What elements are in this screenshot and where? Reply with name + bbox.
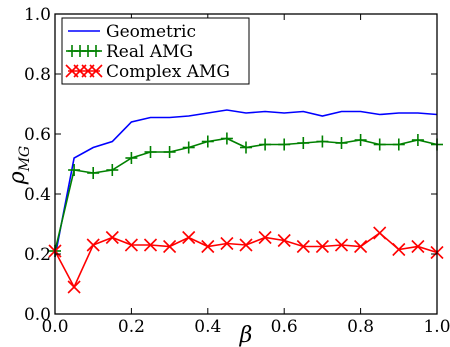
series-1-point — [106, 164, 119, 176]
series-1-point — [220, 132, 233, 145]
legend-label: Geometric — [106, 22, 196, 42]
legend-swatch-marker — [90, 45, 102, 57]
x-tick-label: 0.0 — [41, 317, 68, 337]
series-1-point — [182, 141, 195, 154]
series-2-point — [373, 226, 387, 240]
y-axis-label-main: ρ — [5, 171, 30, 185]
svg-text:ρMG: ρMG — [5, 146, 33, 185]
series-2-point — [258, 230, 272, 245]
y-axis-label-sub: MG — [17, 146, 33, 173]
legend-swatch-marker — [89, 64, 103, 78]
series-2-point — [296, 239, 310, 254]
ticks-layer: 0.0 0.2 0.4 0.6 0.8 1.0 0.0 0.2 0.4 0.6 0.8 1.0 — [24, 5, 450, 337]
y-tick-label: 0.4 — [24, 185, 51, 205]
y-axis-label: ρMG — [5, 146, 33, 185]
x-tick-label: 0.4 — [194, 317, 221, 337]
x-tick-label: 1.0 — [423, 317, 450, 337]
series-1-point — [373, 138, 386, 151]
x-axis-label: β — [239, 323, 253, 347]
series-2-point — [239, 238, 253, 252]
series-1-point — [68, 164, 81, 176]
series-2-point — [411, 239, 425, 254]
series-1-point — [125, 152, 138, 164]
series-line-0 — [54, 109, 438, 258]
series-1-point — [259, 138, 272, 151]
legend-label: Complex AMG — [106, 62, 230, 82]
series-1-point — [354, 134, 367, 146]
y-tick-label: 0.2 — [24, 245, 51, 265]
y-tick-label: 0.0 — [24, 305, 51, 325]
series-2-point — [220, 236, 234, 251]
series-2-point — [354, 239, 368, 254]
series-1-point — [87, 167, 100, 179]
series-2-point — [143, 238, 158, 252]
series-2-point — [277, 233, 291, 248]
series-2-point — [392, 242, 406, 257]
series-1-point — [335, 137, 348, 149]
series-1-point — [392, 138, 405, 151]
series-1-point — [163, 146, 176, 158]
series-1-point — [240, 141, 252, 154]
x-tick-label: 0.2 — [118, 317, 145, 337]
x-tick-label: 0.6 — [271, 317, 298, 337]
series-2-point — [334, 238, 349, 252]
series-2-point — [182, 230, 196, 245]
series-1-point — [144, 146, 157, 158]
y-tick-label: 0.6 — [24, 125, 51, 145]
y-tick-label: 1.0 — [24, 5, 51, 25]
series-1-point — [297, 137, 310, 149]
series-2-point — [86, 238, 100, 252]
series-1-point — [278, 138, 291, 151]
series-1-point — [201, 135, 214, 148]
series-2-point — [67, 280, 81, 294]
plot-frame — [54, 13, 438, 315]
y-tick-label: 0.8 — [24, 65, 51, 85]
x-tick-label: 0.8 — [347, 317, 374, 337]
series-2-point — [105, 230, 119, 245]
series-2-point — [124, 238, 138, 252]
series-2-point — [315, 239, 329, 254]
series-1-point — [411, 134, 424, 146]
legend-label: Real AMG — [106, 42, 193, 62]
series-line-2 — [54, 231, 438, 289]
series-2-point — [201, 239, 215, 254]
series-layer — [48, 109, 444, 294]
series-1-point — [316, 135, 329, 148]
series-2-point — [163, 239, 177, 254]
